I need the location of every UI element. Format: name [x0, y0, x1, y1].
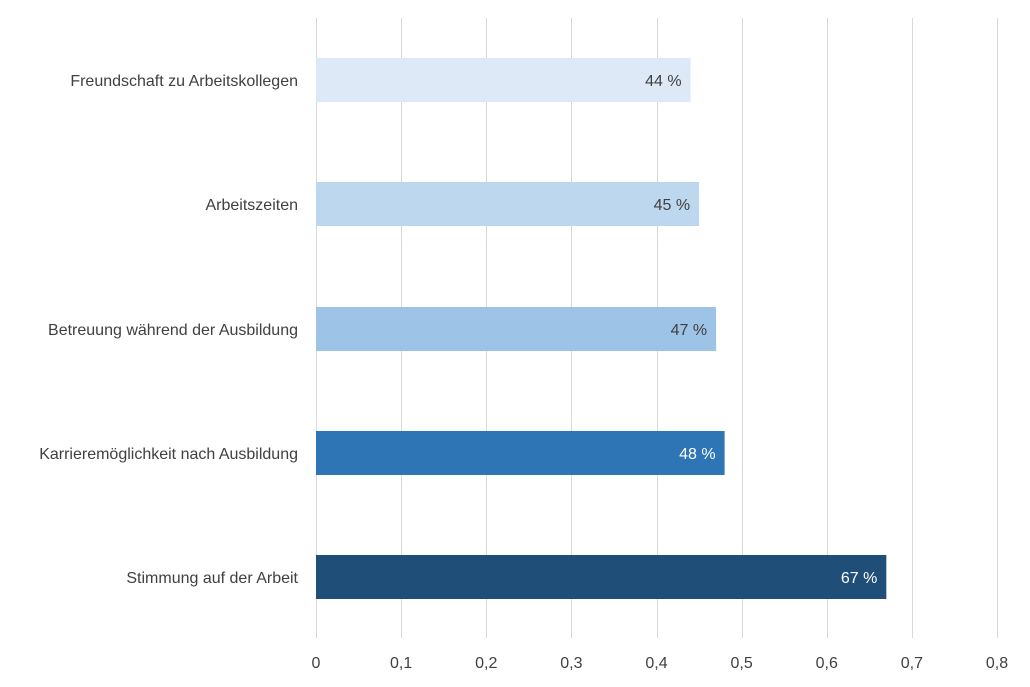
bar	[316, 307, 717, 351]
bars	[316, 58, 887, 599]
data-label: 48 %	[679, 446, 715, 463]
data-labels: 44 % 45 % 47 % 48 % 67 %	[645, 73, 877, 587]
x-axis-tick-labels: 0 0,1 0,2 0,3 0,4 0,5 0,6 0,7 0,8	[312, 655, 1009, 672]
category-labels: Freundschaft zu Arbeitskollegen Arbeitsze…	[39, 73, 298, 587]
category-label: Stimmung auf der Arbeit	[126, 570, 298, 587]
x-tick-label: 0,2	[475, 655, 497, 672]
x-tick-label: 0	[312, 655, 321, 672]
bar	[316, 431, 725, 475]
category-label: Arbeitszeiten	[206, 197, 299, 214]
x-tick-label: 0,4	[645, 655, 667, 672]
bar	[316, 58, 691, 102]
x-tick-label: 0,7	[901, 655, 923, 672]
category-label: Freundschaft zu Arbeitskollegen	[70, 73, 298, 90]
data-label: 47 %	[671, 322, 707, 339]
bar	[316, 182, 700, 226]
category-label: Karrieremöglichkeit nach Ausbildung	[39, 446, 298, 463]
bar	[316, 555, 887, 599]
data-label: 44 %	[645, 73, 681, 90]
category-label: Betreuung während der Ausbildung	[48, 322, 298, 339]
x-tick-label: 0,1	[390, 655, 412, 672]
x-tick-label: 0,3	[560, 655, 582, 672]
data-label: 67 %	[841, 570, 877, 587]
data-label: 45 %	[654, 197, 690, 214]
x-tick-label: 0,5	[731, 655, 753, 672]
x-tick-label: 0,6	[816, 655, 838, 672]
x-tick-label: 0,8	[986, 655, 1008, 672]
